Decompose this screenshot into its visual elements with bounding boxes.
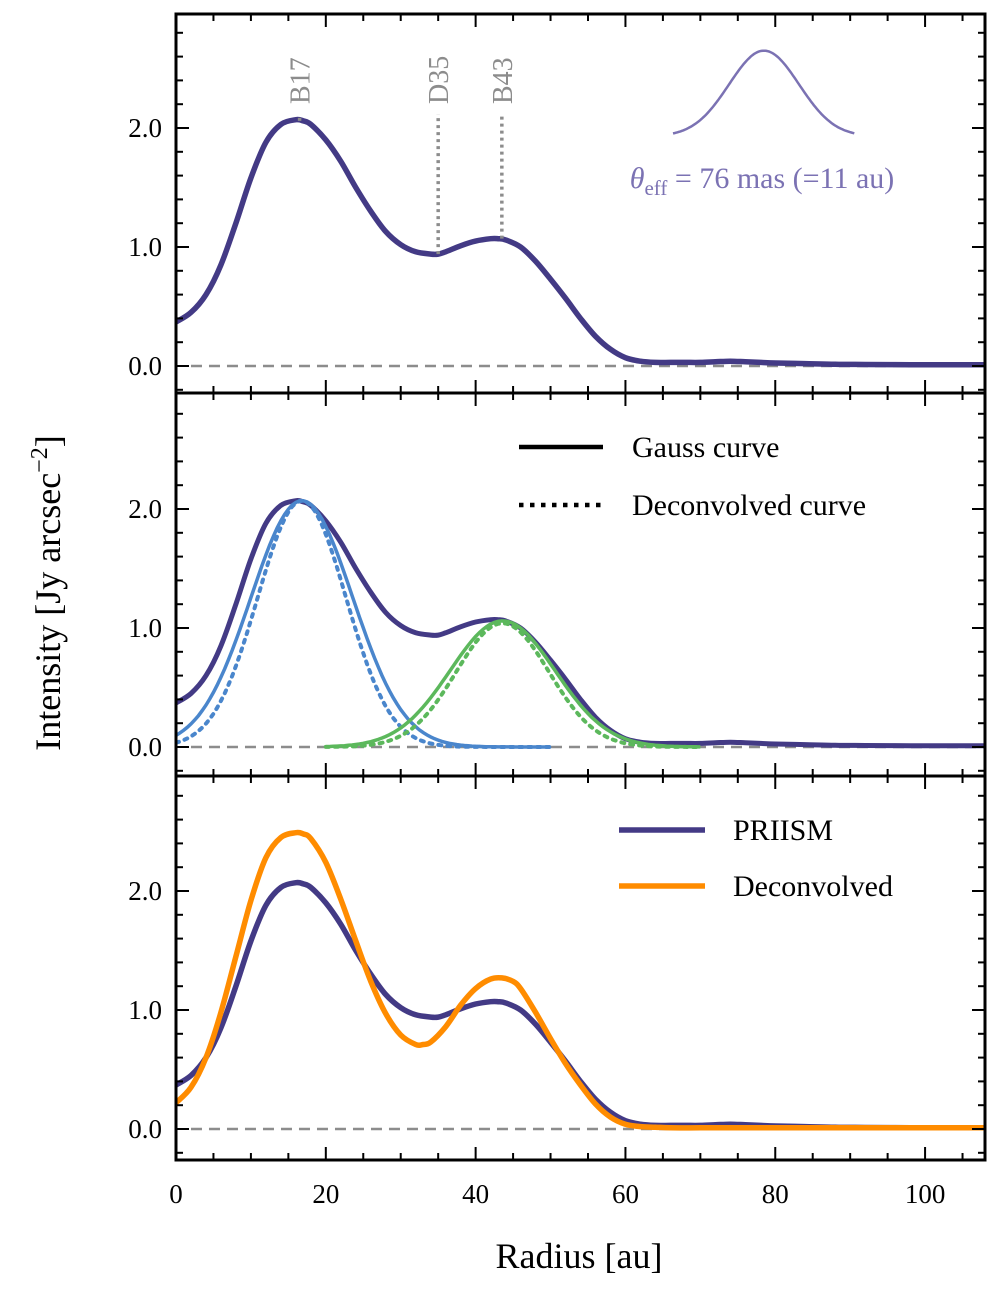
x-tick-labels: 0 20 40 60 80 100 bbox=[169, 1179, 945, 1209]
x-tick-label: 100 bbox=[905, 1179, 946, 1209]
panel-middle: 0.0 1.0 2.0 Gauss curve Deconvolved curve bbox=[128, 391, 987, 778]
tick-marks bbox=[175, 393, 985, 776]
gauss-2-line bbox=[325, 619, 701, 749]
panel-bottom: 0.0 1.0 2.0 PRIISM Deconvolved bbox=[128, 774, 987, 1162]
gauss-1-deconvolved-line bbox=[176, 498, 553, 749]
plot-area bbox=[176, 116, 985, 368]
gauss-2-deconvolved-line bbox=[323, 621, 703, 749]
panel-top: 0.0 1.0 2.0 B17 D35 B43 θeff = 76 mas (=11 au) bbox=[128, 12, 987, 395]
priism-profile-line bbox=[176, 498, 985, 749]
beam-subscript: eff bbox=[644, 176, 667, 200]
x-tick-label: 80 bbox=[762, 1179, 789, 1209]
panel-frame bbox=[174, 774, 987, 1162]
legend-label: PRIISM bbox=[733, 814, 833, 847]
legend: PRIISM Deconvolved bbox=[619, 814, 893, 903]
legend: Gauss curve Deconvolved curve bbox=[519, 431, 866, 522]
y-axis-title-sup: −2 bbox=[27, 447, 53, 473]
y-tick-label: 0.0 bbox=[128, 1114, 162, 1144]
legend-label: Deconvolved curve bbox=[632, 489, 866, 522]
y-tick-label: 2.0 bbox=[128, 494, 162, 524]
legend-label: Deconvolved bbox=[733, 870, 893, 903]
deconvolved-profile-line bbox=[176, 829, 985, 1131]
x-tick-label: 60 bbox=[612, 1179, 639, 1209]
x-tick-label: 40 bbox=[462, 1179, 489, 1209]
y-tick-label: 1.0 bbox=[128, 613, 162, 643]
beam-label: θeff = 76 mas (=11 au) bbox=[630, 162, 895, 200]
y-tick-label: 0.0 bbox=[128, 732, 162, 762]
beam-gaussian bbox=[672, 49, 855, 135]
priism-profile-line bbox=[176, 116, 985, 368]
feature-label-b43: B43 bbox=[488, 57, 519, 104]
feature-label-d35: D35 bbox=[424, 56, 455, 104]
y-axis-title: Intensity [Jy arcsec−2] bbox=[27, 435, 68, 750]
tick-marks bbox=[175, 776, 985, 1160]
feature-label-b17: B17 bbox=[286, 57, 317, 104]
priism-profile-line bbox=[176, 879, 985, 1131]
plot-area bbox=[176, 498, 985, 749]
x-tick-label: 0 bbox=[169, 1179, 183, 1209]
legend-label: Gauss curve bbox=[632, 431, 779, 464]
y-tick-label: 2.0 bbox=[128, 113, 162, 143]
y-axis-title-close: ] bbox=[28, 435, 68, 447]
x-axis-title: Radius [au] bbox=[496, 1236, 663, 1276]
plot-area bbox=[176, 829, 985, 1131]
y-axis-title-main: Intensity [Jy arcsec bbox=[28, 473, 68, 751]
y-tick-label: 1.0 bbox=[128, 995, 162, 1025]
beam-theta: θ bbox=[630, 162, 645, 195]
y-tick-label: 1.0 bbox=[128, 232, 162, 262]
y-tick-label: 0.0 bbox=[128, 351, 162, 381]
x-tick-label: 20 bbox=[312, 1179, 339, 1209]
beam-size: = 76 mas (=11 au) bbox=[667, 162, 894, 195]
panel-frame bbox=[174, 391, 987, 778]
y-tick-label: 2.0 bbox=[128, 876, 162, 906]
